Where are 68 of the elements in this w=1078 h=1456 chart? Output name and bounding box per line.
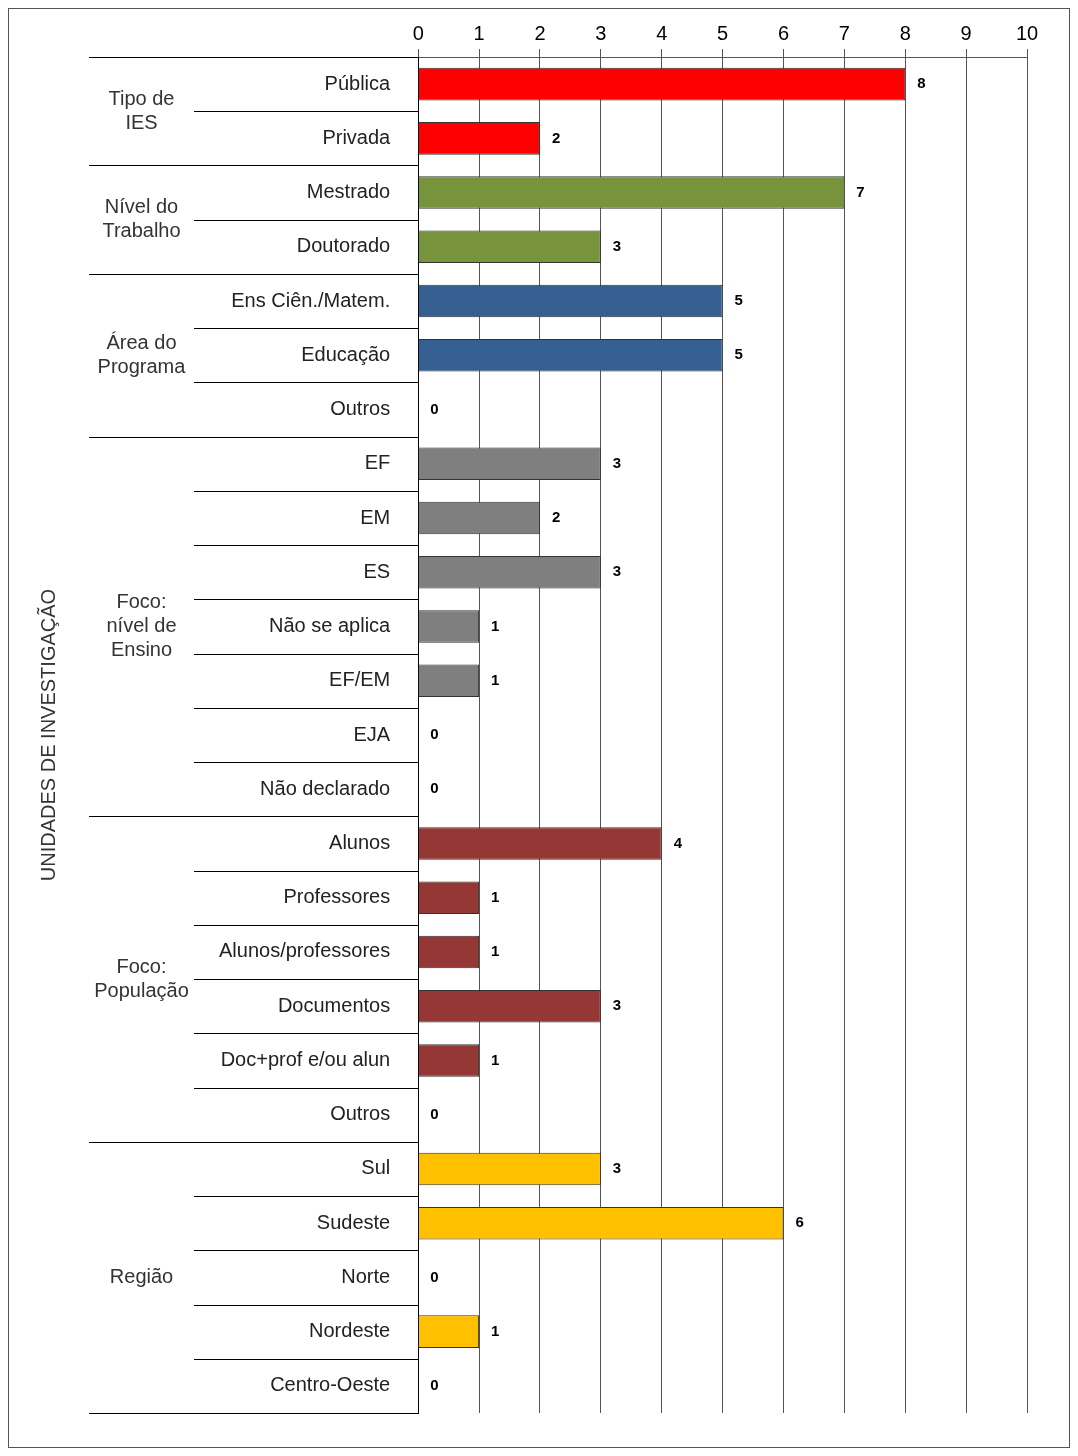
text: Foco: População <box>94 954 189 1001</box>
y-tick-label: Não se aplica <box>269 614 392 637</box>
data-label: 3 <box>612 562 622 580</box>
x-tick-label: 5 <box>717 21 729 44</box>
y-tick-label: Ens Ciên./Matem. <box>231 288 391 311</box>
y-tick-label: ES <box>363 559 391 582</box>
data-label: 1 <box>491 670 500 688</box>
y-tick-label: EJA <box>353 722 391 745</box>
data-label: 3 <box>612 453 622 471</box>
y-tick-label: Alunos <box>329 831 391 853</box>
y-tick-label: Nordeste <box>309 1319 391 1342</box>
x-tick-label: 10 <box>1015 21 1039 44</box>
y-tick-label: Alunos/professores <box>219 939 391 962</box>
y-tick-label: Professores <box>283 885 391 908</box>
y-tick-label: Norte <box>341 1264 391 1287</box>
data-label: 1 <box>491 942 500 960</box>
y-tick-label: Doutorado <box>296 234 391 257</box>
data-label: 0 <box>430 1104 439 1122</box>
data-label: 1 <box>491 1050 500 1068</box>
y-tick-label: EF/EM <box>329 668 391 691</box>
data-label: 8 <box>917 74 926 92</box>
x-tick-label: 6 <box>777 21 790 44</box>
x-tick-label: 1 <box>473 21 485 44</box>
data-label: 4 <box>673 833 683 851</box>
data-label: 0 <box>430 399 439 417</box>
data-label: 2 <box>551 128 561 146</box>
y-tick-label: EF <box>364 451 391 474</box>
x-tick-label: 0 <box>412 21 424 44</box>
text: UNIDADES DE INVESTIGAÇÃO <box>35 588 59 882</box>
data-label: 0 <box>430 779 439 797</box>
data-label: 7 <box>856 182 865 200</box>
y-tick-label: Não declarado <box>260 776 391 799</box>
y-tick-label: Pública <box>324 71 392 94</box>
x-tick-label: 3 <box>595 21 607 44</box>
y-tick-label: Sul <box>361 1156 391 1179</box>
data-label: 1 <box>491 616 500 634</box>
y-tick-label: Documentos <box>277 993 391 1016</box>
text: Área do Programa <box>97 330 187 377</box>
x-tick-label: 4 <box>656 21 668 44</box>
x-tick-label: 7 <box>838 21 850 44</box>
y-tick-label: Privada <box>322 125 392 148</box>
data-label: 2 <box>551 508 561 526</box>
y-tick-label: Outros <box>330 397 391 420</box>
text: Região <box>109 1264 174 1287</box>
data-label: 1 <box>491 887 500 905</box>
y-tick-label: Sudeste <box>316 1210 391 1233</box>
data-label: 3 <box>612 1159 622 1177</box>
data-label: 0 <box>430 1376 439 1394</box>
x-tick-label: 9 <box>960 21 972 44</box>
y-tick-label: Doc+prof e/ou alun <box>220 1047 391 1070</box>
data-label: 0 <box>430 725 439 743</box>
y-tick-label: Outros <box>330 1102 391 1125</box>
text: Tipo de IES <box>108 86 175 133</box>
data-label: 3 <box>612 236 622 254</box>
text: Nível do Trabalho <box>102 195 181 242</box>
data-label: 0 <box>430 1267 439 1285</box>
data-label: 5 <box>734 345 743 363</box>
data-label: 1 <box>491 1321 500 1339</box>
data-label: 6 <box>795 1213 804 1231</box>
y-tick-label: Mestrado <box>306 180 391 203</box>
data-label: 3 <box>612 996 622 1014</box>
text: Foco: nível de Ensino <box>106 590 177 661</box>
x-tick-label: 2 <box>534 21 546 44</box>
y-tick-label: EM <box>360 505 391 528</box>
x-tick-label: 8 <box>899 21 911 44</box>
y-tick-label: Centro-Oeste <box>270 1373 391 1396</box>
y-tick-label: Educação <box>301 342 391 365</box>
data-label: 5 <box>734 291 743 309</box>
